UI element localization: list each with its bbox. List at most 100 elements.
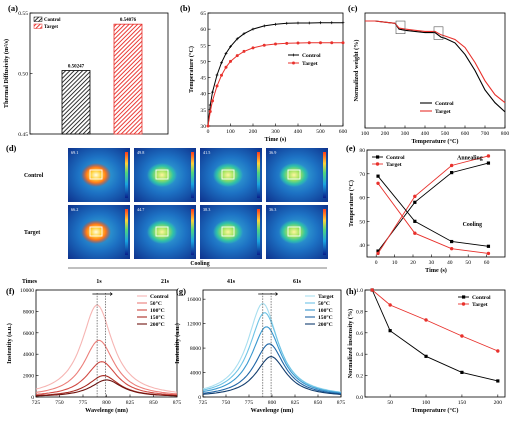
x-tick-label: 700 [481,131,490,137]
temperature-readout: 69.1 [71,150,78,155]
y-tick-label: 0.0 [356,395,363,401]
y-tick-label: 0.50 [18,72,28,78]
y-tick-label: 80 [359,148,365,154]
temperature-readout: 36.9 [269,150,276,155]
data-point [486,154,491,158]
y-tick-label: 0.55 [18,11,28,17]
data-point [450,239,454,244]
data-point [215,84,219,88]
y-tick-label: 4000 [23,352,34,358]
thermal-hotspot [147,220,177,244]
time-label: 41s [227,279,236,285]
legend-label: 150°C [318,314,333,321]
data-point [424,354,428,358]
thermal-image-grid: Control Target 69.1 49.8 41.5 36.9 66.2 44.7 38.… [22,148,328,285]
x-tick-label: 850 [149,400,158,406]
data-point [376,181,380,185]
y-tick-label: 35 [200,108,206,114]
data-point [251,27,255,31]
x-tick-label: 750 [222,400,231,406]
legend-marker [376,155,380,159]
chart-c-tga: 100 200 300 400 500 600 700 800 Temperature (°C)… [353,12,510,145]
data-point [208,109,212,113]
x-tick-label: 725 [32,400,41,406]
temperature-scale-bar [257,209,260,255]
panel-label-a: (a) [8,3,18,13]
x-tick-label: 750 [55,400,64,406]
y-tick-label: 60 [200,27,206,33]
y-tick-label: 50 [359,219,365,225]
data-point [341,41,345,45]
x-tick-label: 100 [226,129,235,135]
thermal-hotspot [279,220,309,244]
y-tick-label: 65 [200,11,206,17]
zoom-box [433,26,444,40]
legend-label: Control [150,294,169,300]
x-axis-title: Time (s) [265,136,287,143]
x-tick-label: 50 [387,400,393,406]
data-point [220,61,223,65]
y-axis-title: Normalized weight (%) [353,40,360,102]
data-point [376,251,380,256]
panel-label-f: (f) [6,286,15,296]
data-point [274,22,277,26]
x-tick-label: 40 [447,260,453,266]
shift-arrow [258,292,279,296]
chart-h-normalized: 50 100 150 200 0.0 0.2 0.4 0.6 0.8 1.0 Temperature… [347,288,506,414]
spectrum-200c [35,379,178,397]
cooling-label: Cooling [190,261,209,267]
x-tick-label: 300 [401,131,410,137]
x-tick-label: 30 [429,260,435,266]
spectrum-100c [35,361,178,396]
data-point [460,370,464,374]
panel-label-d: (d) [6,143,17,153]
plot-frame [364,12,506,129]
data-point [319,21,322,25]
x-tick-label: 400 [421,131,430,137]
plot-frame [207,12,344,127]
x-tick-label: 50 [465,260,471,266]
thermal-hotspot [279,163,309,187]
panel-label-c: (c) [348,3,358,13]
time-label: 1s [96,279,102,285]
x-tick-label: 400 [294,129,303,135]
data-point [370,288,374,292]
y-axis-title: Temperature (°C) [188,46,195,93]
x-tick-label: 800 [102,400,111,406]
legend-swatch-target [33,23,43,29]
chart-e-annealing-cooling: 0 10 20 30 40 50 60 40 50 60 70 80 Time (s) Temperatu… [348,148,506,274]
x-tick-label: 20 [410,260,416,266]
data-point [224,65,228,69]
temperature-readout: 38.3 [203,207,210,212]
spectrum-50c [202,312,342,393]
x-tick-label: 875 [337,400,346,406]
x-axis-title: Temperature (°C) [412,138,459,145]
y-tick-label: 8000 [23,309,34,315]
panel-label-b: (b) [180,3,191,13]
y-tick-label: 40 [359,243,365,249]
data-point [496,379,500,383]
data-point [307,21,311,25]
legend-label-target: Target [386,162,402,168]
data-point [496,349,500,353]
y-tick-label: 12000 [187,322,201,328]
data-point [413,200,417,204]
temperature-readout: 36.3 [269,207,276,212]
plot-frame [364,289,506,398]
legend-marker [292,53,295,57]
x-tick-label: 800 [501,131,510,137]
data-point [449,163,454,168]
y-tick-label: 30 [200,124,206,130]
x-tick-label: 775 [245,400,254,406]
temperature-scale-bar [257,152,260,198]
data-point [235,37,239,41]
data-point [242,49,246,53]
row-label-target: Target [24,230,40,236]
x-axis-title: Time (s) [425,267,447,274]
y-tick-label: 4000 [190,371,201,377]
data-point [388,329,392,333]
y-tick-label: 0.45 [18,132,28,138]
y-axis-title: Normalized instensity (%) [347,309,354,378]
legend-label-control: Control [44,18,61,23]
y-tick-label: 45 [200,76,206,82]
